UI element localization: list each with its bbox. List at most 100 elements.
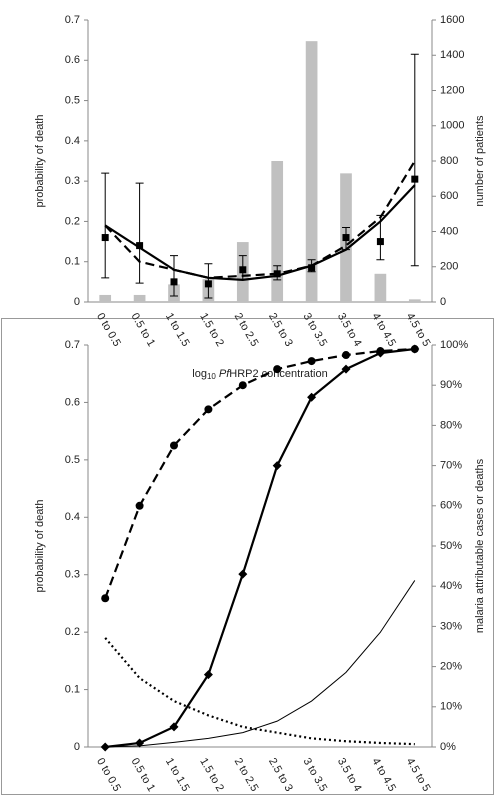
point (307, 357, 316, 366)
y-tick-label: 0.5 (65, 94, 80, 106)
y2-axis-label: malaria attributable cases or deaths (474, 458, 486, 633)
point (342, 234, 350, 242)
y2-tick-label: 1200 (440, 84, 464, 96)
error-bar (170, 255, 178, 297)
bar (99, 294, 112, 302)
point (135, 738, 145, 748)
point (239, 266, 247, 274)
y2-tick-label: 60% (440, 500, 462, 512)
x-tick-label: 0 to 0.5 (94, 311, 123, 349)
point (308, 264, 316, 272)
y2-tick-label: 40% (440, 580, 462, 592)
error-bar (135, 182, 144, 284)
y-axis-label: probability of death (34, 115, 46, 208)
point (136, 242, 144, 250)
line (105, 580, 416, 748)
error-bar (410, 53, 419, 267)
point (101, 234, 109, 242)
y-tick-label: 0.3 (65, 175, 80, 187)
x-tick-label: 4.5 to 5 (404, 756, 433, 794)
bar (133, 294, 146, 302)
y-tick-label: 0.7 (65, 14, 80, 26)
error-bar (376, 214, 385, 261)
y-tick-label: 0.1 (65, 683, 80, 695)
panel-frame (1, 318, 494, 795)
point (204, 280, 212, 288)
x-tick-label: 1.5 to 2 (197, 756, 226, 794)
y-tick-label: 0.2 (65, 626, 80, 638)
y-tick-label: 0.3 (65, 569, 80, 581)
y-tick-label: 0.1 (65, 256, 80, 268)
y2-tick-label: 10% (440, 701, 462, 713)
y2-tick-label: 100% (440, 339, 468, 351)
point (101, 594, 110, 603)
y-tick-label: 0 (74, 296, 80, 308)
y-tick-label: 0.5 (65, 454, 80, 466)
point (170, 441, 178, 450)
x-tick-label: 3 to 3.5 (300, 756, 329, 794)
point (169, 722, 179, 732)
x-tick-label: 2 to 2.5 (232, 311, 261, 349)
line (104, 184, 416, 281)
line (105, 347, 415, 749)
x-tick-label: 2.5 to 3 (266, 311, 295, 349)
x-axis-label: log10 PfHRP2 concentration (192, 368, 327, 381)
x-tick-label: 2 to 2.5 (232, 756, 261, 794)
y2-tick-label: 80% (440, 419, 462, 431)
point (410, 344, 420, 354)
x-tick-label: 1.5 to 2 (197, 311, 226, 349)
bar (305, 41, 318, 303)
y-tick-label: 0.6 (65, 54, 80, 66)
x-label-part: HRP2 concentration (229, 368, 327, 380)
point (341, 364, 351, 374)
y2-tick-label: 1000 (440, 120, 464, 132)
y-axis-label: probability of death (34, 500, 46, 593)
y2-tick-label: 1400 (440, 49, 464, 61)
y2-tick-label: 400 (440, 225, 458, 237)
point (135, 501, 144, 510)
point (411, 175, 419, 183)
point (375, 348, 385, 358)
x-label-part: log (192, 368, 207, 380)
x-tick-label: 0.5 to 1 (128, 756, 157, 794)
y2-tick-label: 0 (440, 296, 446, 308)
point (342, 351, 350, 360)
point (238, 381, 247, 390)
line (104, 347, 415, 599)
y2-tick-label: 70% (440, 460, 462, 472)
x-tick-label: 0.5 to 1 (128, 311, 157, 349)
point (307, 392, 317, 402)
x-label-subscript: 10 (207, 372, 216, 381)
x-tick-label: 3 to 3.5 (300, 311, 329, 349)
x-tick-label: 3.5 to 4 (335, 756, 364, 794)
x-tick-label: 4 to 4.5 (369, 756, 398, 794)
point (273, 365, 282, 374)
point (272, 461, 282, 471)
x-tick-label: 1 to 1.5 (163, 756, 192, 794)
point (203, 670, 213, 680)
y2-tick-label: 30% (440, 620, 462, 632)
point (376, 238, 384, 246)
x-tick-label: 0 to 0.5 (94, 756, 123, 794)
x-tick-label: 1 to 1.5 (163, 311, 192, 349)
line (104, 160, 416, 279)
y2-tick-label: 1600 (440, 14, 464, 26)
y-tick-label: 0.6 (65, 396, 80, 408)
bar (408, 299, 421, 302)
y2-tick-label: 50% (440, 540, 462, 552)
y-tick-label: 0.4 (65, 135, 80, 147)
point (204, 405, 213, 414)
y2-tick-label: 200 (440, 261, 458, 273)
point (238, 569, 248, 579)
bar (374, 273, 387, 302)
point (100, 742, 110, 752)
point (170, 278, 178, 286)
y2-tick-label: 800 (440, 155, 458, 167)
y2-tick-label: 90% (440, 379, 462, 391)
y-tick-label: 0.2 (65, 215, 80, 227)
y-tick-label: 0.4 (65, 511, 80, 523)
y2-tick-label: 20% (440, 661, 462, 673)
x-tick-label: 3.5 to 4 (335, 311, 364, 349)
